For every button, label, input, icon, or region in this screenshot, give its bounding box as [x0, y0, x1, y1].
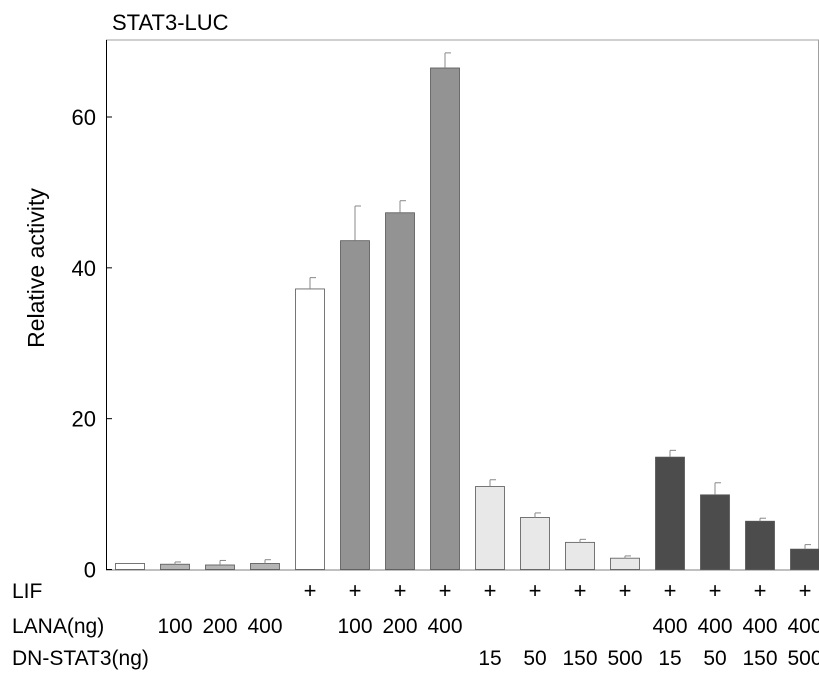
- y-axis-label: Relative activity: [23, 188, 49, 348]
- condition-cell: 15: [478, 647, 501, 670]
- bar: [700, 494, 730, 570]
- condition-cell: +: [439, 578, 452, 603]
- condition-cell: 500: [607, 647, 642, 670]
- bar: [565, 541, 595, 570]
- y-tick-label: 40: [72, 256, 96, 281]
- bar: [475, 486, 505, 570]
- condition-cell: 100: [157, 615, 192, 638]
- condition-cell: 50: [703, 647, 726, 670]
- condition-cell: +: [754, 578, 767, 603]
- condition-cell: +: [394, 578, 407, 603]
- condition-cell: 400: [652, 615, 687, 638]
- condition-cell: 15: [658, 647, 681, 670]
- chart-title: STAT3-LUC: [112, 10, 229, 35]
- condition-cell: 150: [562, 647, 597, 670]
- condition-row-label: DN-STAT3(ng): [12, 647, 149, 670]
- y-axis-ticks: 0 20 40 60: [72, 105, 112, 583]
- bar: [295, 288, 325, 570]
- bar: [160, 563, 190, 570]
- condition-cell: 100: [337, 615, 372, 638]
- condition-cell: 400: [787, 615, 819, 638]
- bar: [430, 67, 460, 570]
- condition-cell: 400: [427, 615, 462, 638]
- y-tick-label: 0: [84, 558, 96, 583]
- condition-cell: +: [574, 578, 587, 603]
- condition-cell: 400: [247, 615, 282, 638]
- condition-cell: 400: [697, 615, 732, 638]
- bar: [250, 563, 280, 570]
- condition-cell: 200: [202, 615, 237, 638]
- bar: [655, 456, 685, 570]
- condition-cell: 500: [787, 647, 819, 670]
- condition-cell: 400: [742, 615, 777, 638]
- bar: [115, 563, 145, 570]
- condition-cell: +: [349, 578, 362, 603]
- condition-cell: +: [664, 578, 677, 603]
- y-tick-label: 60: [72, 105, 96, 130]
- condition-cell: +: [709, 578, 722, 603]
- condition-cell: +: [619, 578, 632, 603]
- condition-row-label: LIF: [12, 580, 42, 603]
- bar: [610, 557, 640, 570]
- condition-cell: +: [529, 578, 542, 603]
- bar: [205, 564, 235, 570]
- condition-cell: +: [484, 578, 497, 603]
- condition-cell: 50: [523, 647, 546, 670]
- bar: [520, 517, 550, 570]
- bar: [745, 520, 775, 570]
- condition-cell: +: [304, 578, 317, 603]
- condition-row-label: LANA(ng): [12, 615, 104, 638]
- condition-table: LIF + + + + + + + + + + + + LANA(ng) 100 200 400 100 200 40…: [12, 578, 819, 670]
- condition-cell: 200: [382, 615, 417, 638]
- bar: [790, 548, 819, 570]
- bar: [340, 240, 370, 570]
- condition-cell: 150: [742, 647, 777, 670]
- condition-cell: +: [799, 578, 812, 603]
- bars-group: [115, 52, 819, 570]
- bar: [385, 212, 415, 570]
- y-tick-label: 20: [72, 407, 96, 432]
